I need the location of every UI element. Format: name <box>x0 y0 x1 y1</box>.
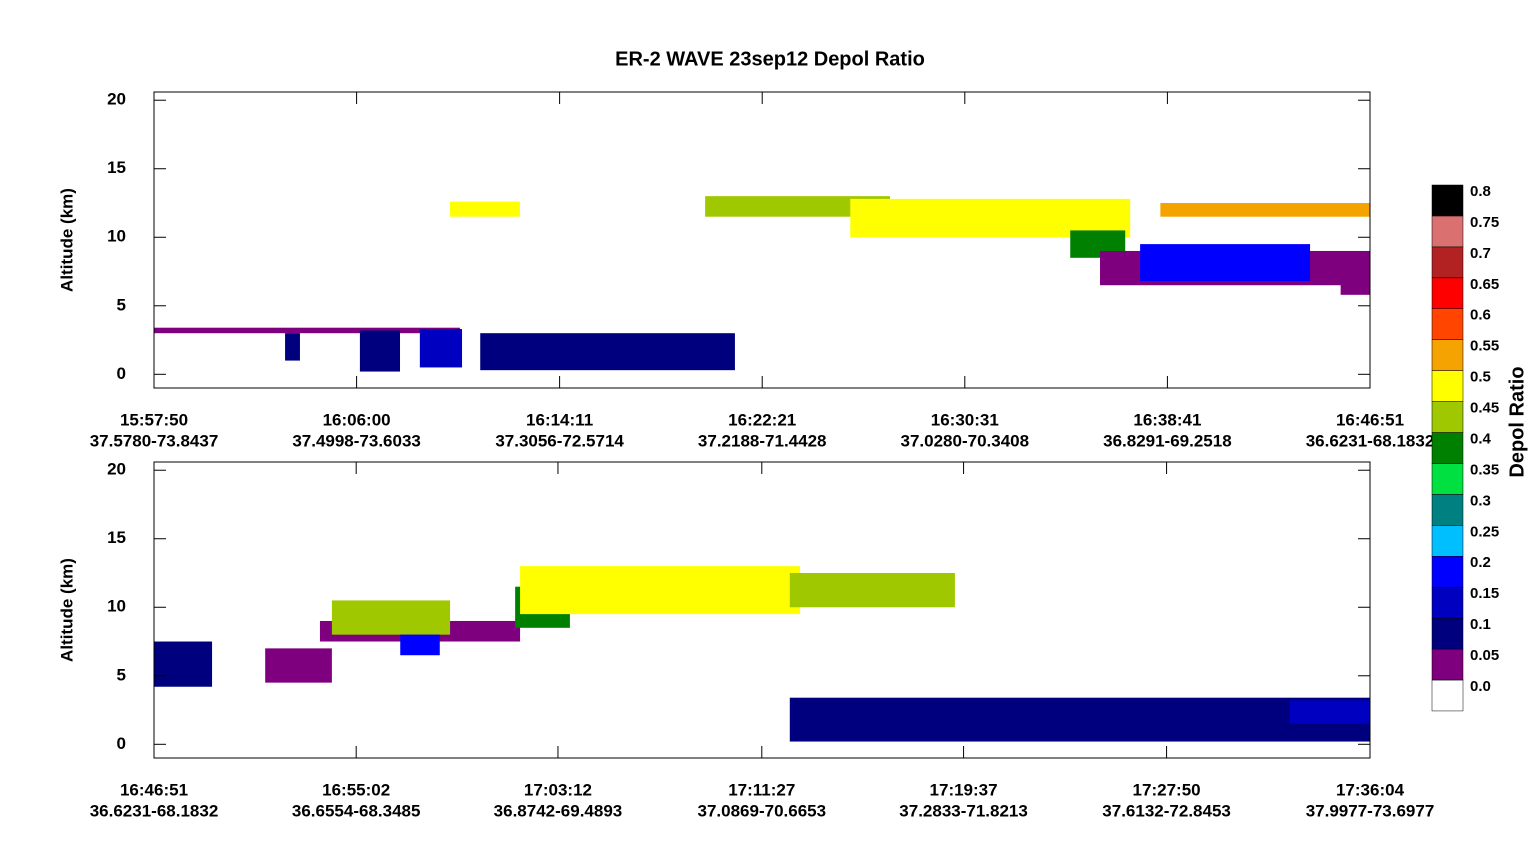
colorbar-label: 0.35 <box>1470 461 1499 478</box>
cloud-cell <box>400 634 440 656</box>
colorbar-label: 0.2 <box>1470 554 1491 571</box>
x-tick-sublabel: 36.6231-68.1832 <box>1306 431 1435 450</box>
x-tick-sublabel: 37.4998-73.6033 <box>292 431 421 450</box>
colorbar-label: 0.15 <box>1470 585 1499 602</box>
y-tick-label: 15 <box>107 158 126 177</box>
cloud-cell <box>154 327 460 334</box>
x-tick-label: 16:22:21 <box>728 410 796 429</box>
x-tick-label: 16:38:41 <box>1133 410 1201 429</box>
y-tick-label: 5 <box>117 295 126 314</box>
x-tick-label: 16:55:02 <box>322 780 390 799</box>
colorbar-box <box>1431 432 1464 464</box>
colorbar-box <box>1431 586 1464 619</box>
cloud-cell <box>480 333 735 371</box>
colorbar-box <box>1431 370 1464 402</box>
y-tick-label: 10 <box>107 597 126 616</box>
x-tick-label: 17:36:04 <box>1336 780 1405 799</box>
x-tick-label: 16:06:00 <box>323 410 391 429</box>
cloud-cell <box>331 600 451 635</box>
x-tick-label: 17:03:12 <box>524 780 592 799</box>
colorbar-box <box>1431 215 1464 248</box>
colorbar-label: 0.0 <box>1470 678 1491 695</box>
colorbar-label: 0.55 <box>1470 338 1499 355</box>
y-tick-label: 20 <box>107 90 126 109</box>
colorbar-box <box>1431 556 1464 588</box>
cloud-cell <box>789 573 955 608</box>
colorbar-box <box>1431 277 1464 309</box>
x-tick-sublabel: 36.8291-69.2518 <box>1103 431 1232 450</box>
chart-title: ER-2 WAVE 23sep12 Depol Ratio <box>615 48 925 70</box>
colorbar-label: 0.5 <box>1470 369 1491 386</box>
colorbar-box <box>1431 246 1464 279</box>
x-tick-sublabel: 37.2188-71.4428 <box>698 431 827 450</box>
colorbar-title: Depol Ratio <box>1506 366 1528 477</box>
colorbar-box <box>1431 308 1464 340</box>
colorbar-box <box>1431 463 1464 495</box>
colorbar-box <box>1431 525 1464 557</box>
cloud-cell <box>265 648 332 683</box>
x-tick-sublabel: 37.6132-72.8453 <box>1102 801 1231 820</box>
colorbar-box <box>1431 401 1464 433</box>
x-tick-sublabel: 37.2833-71.8213 <box>899 801 1028 820</box>
x-tick-label: 16:14:11 <box>526 410 593 429</box>
colorbar-box <box>1431 679 1464 712</box>
y-tick-label: 20 <box>107 460 126 479</box>
colorbar-label: 0.25 <box>1470 523 1499 540</box>
y-axis-title: Altitude (km) <box>57 188 76 292</box>
colorbar-label: 0.3 <box>1470 492 1491 509</box>
colorbar-label: 0.1 <box>1470 616 1491 633</box>
colorbar-label: 0.6 <box>1470 307 1491 324</box>
cloud-cell <box>359 330 401 372</box>
cloud-cell <box>154 641 213 687</box>
cloud-cell <box>1140 244 1311 282</box>
x-tick-sublabel: 36.6231-68.1832 <box>90 801 219 820</box>
cloud-cell <box>789 697 1370 742</box>
colorbar-label: 0.8 <box>1470 183 1491 200</box>
x-tick-label: 17:27:50 <box>1133 780 1201 799</box>
y-tick-label: 0 <box>117 364 126 383</box>
x-tick-label: 16:46:51 <box>120 780 188 799</box>
colorbar-box <box>1431 648 1464 681</box>
y-axis-title: Altitude (km) <box>57 558 76 662</box>
colorbar-label: 0.4 <box>1470 430 1492 447</box>
colorbar-box <box>1431 184 1464 217</box>
x-tick-sublabel: 36.6554-68.3485 <box>292 801 421 820</box>
x-tick-sublabel: 37.0869-70.6653 <box>698 801 827 820</box>
cloud-cell <box>450 201 520 217</box>
cloud-cell <box>1160 203 1370 217</box>
cloud-cell <box>419 329 463 368</box>
x-tick-label: 17:11:27 <box>728 780 795 799</box>
colorbar-box <box>1431 494 1464 526</box>
x-tick-sublabel: 37.0280-70.3408 <box>901 431 1030 450</box>
x-tick-label: 17:19:37 <box>930 780 998 799</box>
cloud-cell <box>705 196 890 217</box>
cloud-cell <box>1289 700 1370 724</box>
x-tick-label: 15:57:50 <box>120 410 188 429</box>
cloud-cell <box>285 333 300 361</box>
y-tick-label: 10 <box>107 227 126 246</box>
colorbar-box <box>1431 339 1464 371</box>
y-tick-label: 5 <box>117 665 126 684</box>
plot-frame <box>153 91 1371 389</box>
x-tick-sublabel: 36.8742-69.4893 <box>494 801 623 820</box>
cloud-cell <box>520 566 801 615</box>
cloud-cell <box>1340 278 1370 295</box>
x-tick-sublabel: 37.5780-73.8437 <box>90 431 219 450</box>
colorbar-label: 0.75 <box>1470 214 1499 231</box>
y-tick-label: 15 <box>107 528 126 547</box>
colorbar-box <box>1431 617 1464 650</box>
y-tick-label: 0 <box>117 734 126 753</box>
x-tick-sublabel: 37.3056-72.5714 <box>495 431 624 450</box>
colorbar-label: 0.05 <box>1470 647 1499 664</box>
colorbar-label: 0.7 <box>1470 245 1491 262</box>
x-tick-sublabel: 37.9977-73.6977 <box>1306 801 1435 820</box>
colorbar-label: 0.65 <box>1470 276 1499 293</box>
x-tick-label: 16:30:31 <box>931 410 999 429</box>
x-tick-label: 16:46:51 <box>1336 410 1404 429</box>
colorbar-label: 0.45 <box>1470 400 1499 417</box>
